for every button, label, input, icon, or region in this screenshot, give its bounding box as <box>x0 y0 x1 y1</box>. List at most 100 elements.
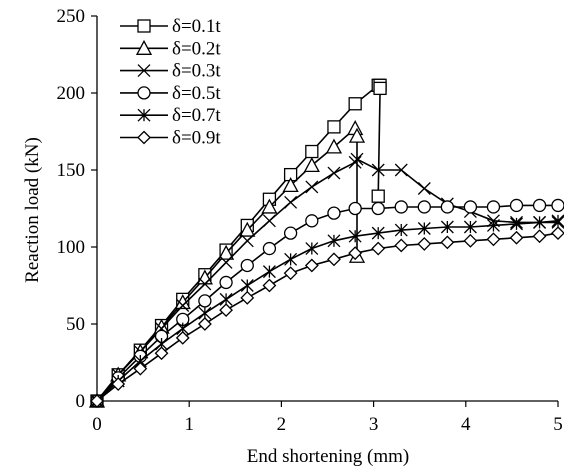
data-point <box>327 206 341 220</box>
data-point <box>305 242 319 255</box>
legend-item: δ=0.1t <box>120 16 221 37</box>
legend-marker <box>137 19 151 33</box>
data-point <box>348 155 362 169</box>
data-point <box>509 198 524 213</box>
data-point <box>463 200 478 214</box>
legend-item: δ=0.5t <box>120 83 221 104</box>
data-point <box>90 394 104 408</box>
series-line <box>96 220 559 402</box>
legend-label: δ=0.3t <box>172 61 221 82</box>
data-point <box>350 152 364 166</box>
data-point <box>283 266 298 281</box>
y-tick-label: 50 <box>66 314 85 335</box>
series-3 <box>90 152 564 408</box>
data-point <box>175 330 190 345</box>
data-point <box>371 201 385 216</box>
legend-marker <box>137 108 151 122</box>
data-point <box>486 232 501 247</box>
legend-item: δ=0.9t <box>120 128 221 149</box>
data-point <box>348 97 362 111</box>
y-tick-label: 100 <box>57 237 86 258</box>
data-point <box>394 238 409 253</box>
data-point <box>348 127 366 143</box>
data-point <box>154 346 169 361</box>
data-point <box>176 299 190 312</box>
legend-label: δ=0.5t <box>172 83 221 104</box>
data-point <box>240 279 254 292</box>
data-point <box>133 361 148 376</box>
x-tick-label: 3 <box>369 414 379 435</box>
series-line <box>96 204 558 402</box>
series-line <box>96 158 558 402</box>
data-point <box>417 237 432 251</box>
data-point <box>305 144 319 159</box>
data-point <box>327 252 341 267</box>
data-point <box>551 198 564 213</box>
data-point <box>417 182 431 195</box>
data-point <box>262 214 276 228</box>
legend-marker <box>137 64 151 78</box>
series-group <box>88 78 564 408</box>
legend-label: δ=0.1t <box>172 16 221 37</box>
data-point <box>440 235 455 250</box>
data-point <box>305 180 319 194</box>
data-point <box>486 200 501 214</box>
data-point <box>509 230 524 245</box>
data-point <box>487 218 500 232</box>
x-tick-label: 4 <box>461 414 471 435</box>
legend-item: δ=0.7t <box>120 105 221 126</box>
data-point <box>262 241 277 256</box>
data-point <box>394 200 408 214</box>
x-axis-title: End shortening (mm) <box>247 446 410 467</box>
data-point <box>440 220 454 234</box>
data-point <box>371 226 385 240</box>
data-point <box>348 201 362 216</box>
y-tick-label: 150 <box>57 160 86 181</box>
data-point <box>394 163 408 177</box>
data-point <box>371 241 386 256</box>
data-point <box>373 81 387 96</box>
legend-label: δ=0.9t <box>172 128 221 149</box>
x-tick-label: 1 <box>184 414 194 435</box>
data-point <box>219 303 233 318</box>
data-point <box>440 200 455 214</box>
data-point <box>371 163 385 177</box>
legend-marker <box>137 130 151 145</box>
data-point <box>532 198 547 213</box>
data-point <box>371 189 385 203</box>
data-point <box>327 166 341 180</box>
legend-item: δ=0.2t <box>120 38 221 59</box>
series-line <box>96 232 559 402</box>
x-tick-label: 5 <box>553 414 563 435</box>
y-tick-label: 250 <box>57 6 86 27</box>
data-point <box>284 195 298 209</box>
data-point <box>198 294 212 308</box>
legend-label: δ=0.2t <box>172 38 221 59</box>
legend-label: δ=0.7t <box>172 105 221 126</box>
legend-marker <box>135 39 153 55</box>
data-point <box>282 177 299 193</box>
data-point <box>262 265 276 279</box>
data-point <box>303 157 320 173</box>
data-point <box>551 214 564 228</box>
y-tick-label: 200 <box>57 83 86 104</box>
data-point <box>532 229 547 244</box>
legend-marker <box>137 86 151 100</box>
data-point <box>394 223 408 237</box>
data-point <box>219 255 233 269</box>
legend-item: δ=0.3t <box>120 61 221 82</box>
data-point <box>262 278 277 293</box>
data-point <box>261 198 278 214</box>
data-point <box>304 258 319 273</box>
data-point <box>327 234 341 248</box>
data-point <box>348 229 362 243</box>
y-axis-title: Reaction load (kN) <box>22 137 43 283</box>
data-point <box>463 233 478 248</box>
data-point <box>219 275 233 290</box>
data-point <box>305 214 319 228</box>
data-point <box>240 258 254 273</box>
data-point <box>198 277 212 291</box>
